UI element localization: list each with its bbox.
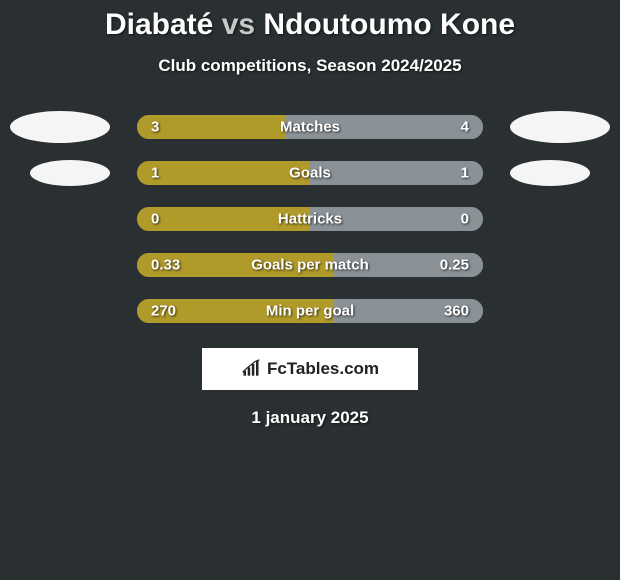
stat-bar-right bbox=[310, 161, 483, 185]
brand-text: FcTables.com bbox=[267, 359, 379, 379]
stat-row: 1 1 Goals bbox=[0, 150, 620, 196]
player1-name: Diabaté bbox=[105, 8, 213, 41]
stat-value-right: 0 bbox=[461, 211, 469, 228]
stat-label: Goals per match bbox=[251, 257, 369, 274]
bar-chart-icon bbox=[241, 359, 261, 379]
stat-row: 3 4 Matches bbox=[0, 104, 620, 150]
stats-list: 3 4 Matches 1 1 Goals 0 0 Hattricks 0.33 0.25 Goals… bbox=[0, 104, 620, 334]
comparison-card: Diabaté vs Ndoutoumo Kone Club competiti… bbox=[0, 0, 620, 428]
stat-row: 0.33 0.25 Goals per match bbox=[0, 242, 620, 288]
stat-value-left: 0 bbox=[151, 211, 159, 228]
stat-row: 270 360 Min per goal bbox=[0, 288, 620, 334]
title: Diabaté vs Ndoutoumo Kone bbox=[0, 8, 620, 42]
stat-label: Min per goal bbox=[266, 303, 354, 320]
stat-bar: 0 0 Hattricks bbox=[137, 207, 483, 231]
date-label: 1 january 2025 bbox=[0, 408, 620, 428]
stat-value-left: 3 bbox=[151, 119, 159, 136]
stat-value-right: 1 bbox=[461, 165, 469, 182]
stat-bar: 270 360 Min per goal bbox=[137, 299, 483, 323]
stat-value-left: 270 bbox=[151, 303, 176, 320]
stat-value-left: 0.33 bbox=[151, 257, 180, 274]
brand-box[interactable]: FcTables.com bbox=[202, 348, 418, 390]
stat-label: Matches bbox=[280, 119, 340, 136]
stat-bar: 3 4 Matches bbox=[137, 115, 483, 139]
player2-name: Ndoutoumo Kone bbox=[263, 8, 515, 41]
player1-avatar bbox=[30, 160, 110, 186]
player2-avatar bbox=[510, 160, 590, 186]
player1-avatar bbox=[10, 111, 110, 143]
stat-value-right: 0.25 bbox=[440, 257, 469, 274]
stat-value-right: 4 bbox=[461, 119, 469, 136]
stat-value-right: 360 bbox=[444, 303, 469, 320]
stat-value-left: 1 bbox=[151, 165, 159, 182]
player2-avatar bbox=[510, 111, 610, 143]
stat-bar-left bbox=[137, 161, 310, 185]
stat-label: Goals bbox=[289, 165, 331, 182]
stat-row: 0 0 Hattricks bbox=[0, 196, 620, 242]
stat-bar: 1 1 Goals bbox=[137, 161, 483, 185]
subtitle: Club competitions, Season 2024/2025 bbox=[0, 56, 620, 76]
stat-bar: 0.33 0.25 Goals per match bbox=[137, 253, 483, 277]
stat-label: Hattricks bbox=[278, 211, 342, 228]
vs-label: vs bbox=[222, 8, 255, 41]
